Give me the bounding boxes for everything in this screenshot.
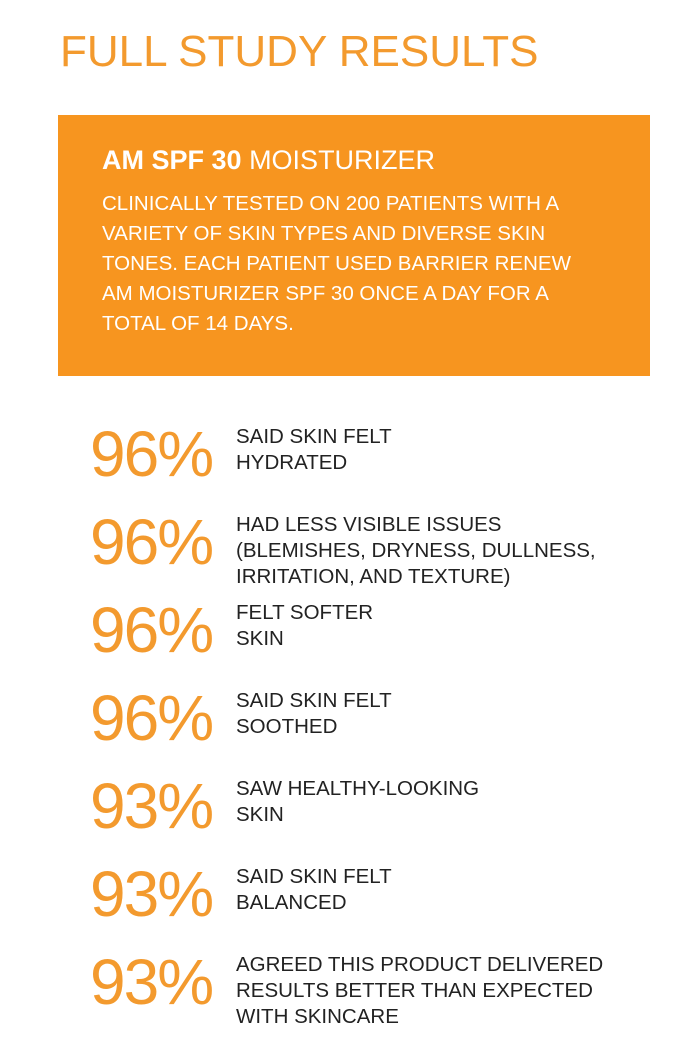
result-item: 96% HAD LESS VISIBLE ISSUES (BLEMISHES, …: [0, 506, 700, 600]
result-item: 96% SAID SKIN FELT HYDRATED: [0, 418, 700, 512]
result-percentage: 96%: [90, 418, 214, 490]
result-item: 93% SAID SKIN FELT BALANCED: [0, 858, 700, 952]
result-percentage: 93%: [90, 858, 214, 930]
result-percentage: 93%: [90, 946, 214, 1018]
result-percentage: 96%: [90, 682, 214, 754]
product-name-bold: AM SPF 30: [102, 145, 242, 175]
result-description: SAW HEALTHY-LOOKING SKIN: [236, 777, 480, 826]
result-item: 93% SAW HEALTHY-LOOKING SKIN: [0, 770, 700, 864]
result-description: SAID SKIN FELT HYDRATED: [236, 425, 392, 474]
result-description: SAID SKIN FELT SOOTHED: [236, 689, 392, 738]
result-percentage: 96%: [90, 506, 214, 578]
result-item: 93% AGREED THIS PRODUCT DELIVERED RESULT…: [0, 946, 700, 1040]
study-description: CLINICALLY TESTED ON 200 PATIENTS WITH A…: [102, 192, 571, 335]
product-title: AM SPF 30 MOISTURIZER: [102, 143, 606, 177]
result-percentage: 96%: [90, 594, 214, 666]
study-info-box: AM SPF 30 MOISTURIZER CLINICALLY TESTED …: [58, 115, 650, 376]
result-description: HAD LESS VISIBLE ISSUES (BLEMISHES, DRYN…: [236, 513, 596, 588]
result-description: AGREED THIS PRODUCT DELIVERED RESULTS BE…: [236, 953, 604, 1028]
result-item: 96% SAID SKIN FELT SOOTHED: [0, 682, 700, 776]
result-item: 96% FELT SOFTER SKIN: [0, 594, 700, 688]
result-description: FELT SOFTER SKIN: [236, 601, 374, 650]
product-name-light: MOISTURIZER: [249, 145, 436, 175]
page-title: FULL STUDY RESULTS: [60, 27, 539, 76]
result-percentage: 93%: [90, 770, 214, 842]
result-description: SAID SKIN FELT BALANCED: [236, 865, 392, 914]
